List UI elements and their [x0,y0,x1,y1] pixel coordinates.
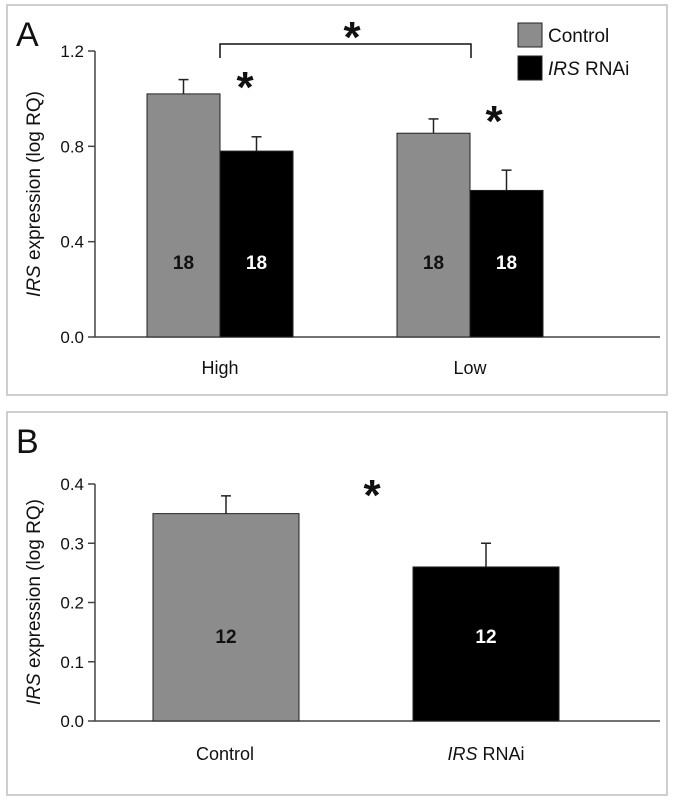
panel-b-label: B [16,423,39,461]
panel-a-y-tick-label: 1.2 [60,42,84,61]
panel-a-star-high: * [236,63,254,112]
panel-a-y-axis-label-rest: expression (log RQ) [24,91,45,265]
panel-b-y-tick-label: 0.0 [60,712,84,731]
panel-a-y-tick-label: 0.0 [60,328,84,347]
bar-n-label: 18 [173,253,194,274]
bar [412,566,560,722]
bar [469,189,544,338]
panel-b-bars: 12 12 [152,495,560,722]
bar-n-label: 18 [496,253,517,274]
legend-swatch-irs-rnai [517,55,543,81]
bar [219,150,294,338]
panel-b-y-axis-label: IRS expression (log RQ) [24,499,45,705]
panel-a-y-ticks: 0.0 0.4 0.8 1.2 [60,42,95,347]
bar-n-label: 12 [215,627,236,648]
panel-a-significance-bracket [219,43,472,58]
legend-swatch-control [517,22,543,48]
legend-label-irs-rnai: IRS RNAi [548,59,629,80]
legend-label-rnai: RNAi [580,59,630,80]
panel-b: B 0.0 0.1 0.2 0.3 0.4 IRS expression (log RQ… [16,423,660,764]
legend-label-irs-italic: IRS [548,59,580,80]
bar-n-label: 18 [423,253,444,274]
panel-a-bars: 18 18 18 18 [146,78,544,338]
panel-a-y-axis-label: IRS expression (log RQ) [24,91,45,297]
panel-b-y-ticks: 0.0 0.1 0.2 0.3 0.4 [60,475,95,731]
panel-a-frame [6,4,668,396]
bar [146,93,221,338]
bar-n-label: 12 [475,627,496,648]
panel-a-y-axis-label-italic: IRS [24,265,45,297]
panel-b-category-irs-rnai: IRS RNAi [447,744,524,764]
panel-b-star: * [363,471,381,520]
bar-n-label: 18 [246,253,267,274]
panel-b-y-axis-label-rest: expression (log RQ) [24,499,45,673]
panel-b-y-tick-label: 0.4 [60,475,84,494]
panel-a-legend: Control IRS RNAi [517,22,629,81]
panel-b-frame [6,411,668,796]
panel-b-y-tick-label: 0.2 [60,594,84,613]
panel-a-star-low: * [485,97,503,146]
panel-a: A 0.0 0.4 0.8 1.2 IRS expression (log RQ) 1… [16,13,660,378]
bar [152,513,300,722]
panel-a-y-tick-label: 0.4 [60,233,84,252]
legend-label-control: Control [548,26,609,47]
panel-b-category-control: Control [196,744,254,764]
panel-b-category-control-text: Control [196,744,254,764]
panel-b-y-tick-label: 0.3 [60,534,84,553]
panel-a-category-low: Low [453,358,487,378]
panel-a-category-high: High [201,358,238,378]
panel-a-label: A [16,16,39,54]
panel-b-y-axis-label-italic: IRS [24,673,45,705]
bar [396,132,471,338]
panel-b-category-irs-italic: IRS [447,744,477,764]
panel-a-y-tick-label: 0.8 [60,137,84,156]
panel-b-category-rnai-text: RNAi [478,744,525,764]
panel-a-star-between-groups: * [343,13,361,62]
panel-b-y-tick-label: 0.1 [60,653,84,672]
